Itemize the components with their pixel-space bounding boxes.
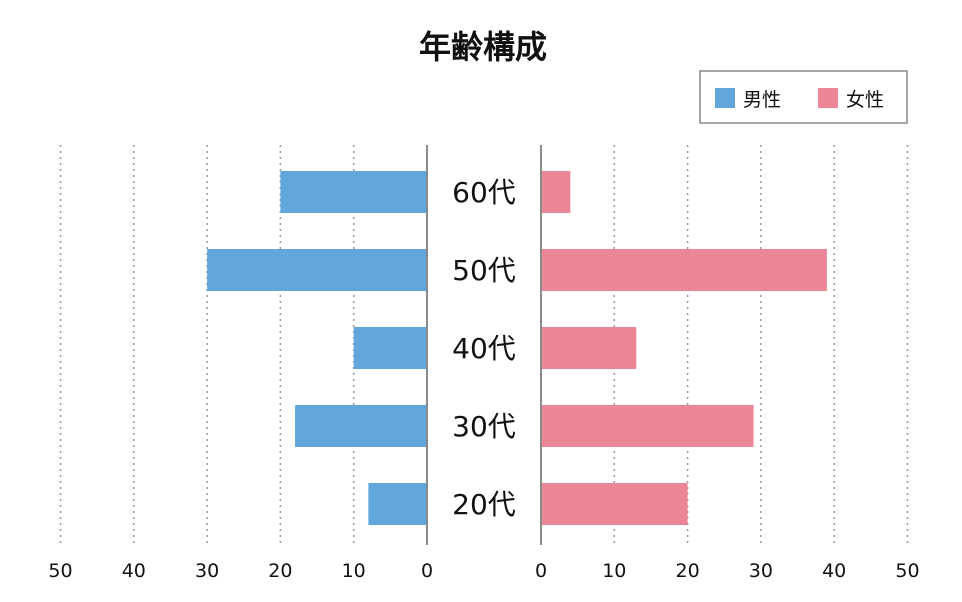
bar-male-1 (207, 249, 427, 291)
tick-labels: 50 40 30 20 10 0 0 10 20 30 40 50 (48, 560, 919, 582)
legend-label-male: 男性 (743, 89, 781, 111)
legend-swatch-male (715, 88, 735, 108)
bar-female-1 (541, 249, 827, 291)
bar-male-3 (295, 405, 427, 447)
tick-label-right-10: 10 (602, 560, 626, 582)
category-label-0: 60代 (452, 176, 516, 209)
legend-label-female: 女性 (846, 89, 884, 111)
bar-female-0 (541, 171, 571, 213)
tick-label-right-50: 50 (895, 560, 919, 582)
axes (426, 145, 542, 545)
tick-label-left-30: 30 (195, 560, 219, 582)
legend-swatch-female (818, 88, 838, 108)
bar-male-0 (280, 171, 427, 213)
bar-female-2 (541, 327, 637, 369)
tick-label-left-0: 0 (421, 560, 433, 582)
tick-label-right-0: 0 (535, 560, 547, 582)
legend: 男性 女性 (699, 70, 908, 124)
bar-male-4 (368, 483, 427, 525)
category-label-1: 50代 (452, 254, 516, 287)
tick-label-left-10: 10 (342, 560, 366, 582)
category-label-3: 30代 (452, 410, 516, 443)
tick-label-right-30: 30 (749, 560, 773, 582)
tick-label-left-40: 40 (122, 560, 146, 582)
tick-label-right-40: 40 (822, 560, 846, 582)
category-label-2: 40代 (452, 332, 516, 365)
tick-label-right-20: 20 (676, 560, 700, 582)
chart-title: 年齢構成 (419, 28, 547, 66)
bars (207, 171, 827, 525)
bar-male-2 (353, 327, 427, 369)
category-labels: 60代 50代 40代 30代 20代 (452, 176, 516, 521)
tick-label-left-50: 50 (48, 560, 72, 582)
bar-female-3 (541, 405, 754, 447)
tick-label-left-20: 20 (268, 560, 292, 582)
category-label-4: 20代 (452, 488, 516, 521)
bar-female-4 (541, 483, 688, 525)
